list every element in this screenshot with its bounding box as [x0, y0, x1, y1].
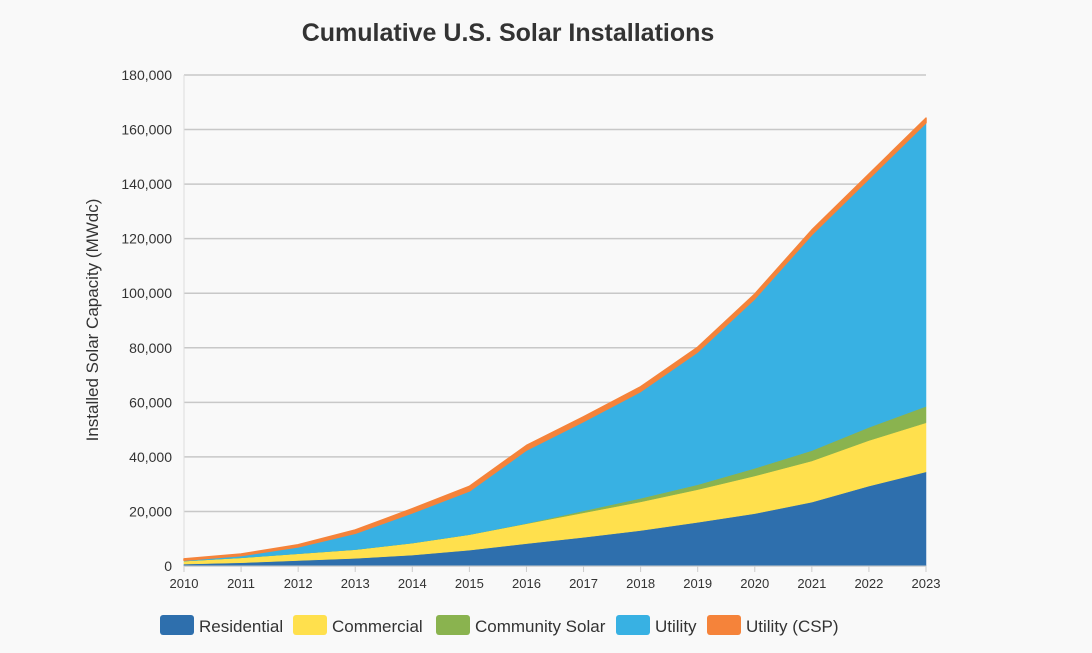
legend-item[interactable]: Utility (CSP) — [707, 615, 839, 636]
x-tick-label: 2013 — [341, 576, 370, 591]
y-tick-label: 80,000 — [129, 340, 172, 356]
legend-swatch — [707, 615, 741, 635]
y-tick-label: 120,000 — [121, 231, 172, 247]
legend-label: Commercial — [332, 617, 423, 636]
legend-label: Residential — [199, 617, 283, 636]
x-tick-label: 2018 — [626, 576, 655, 591]
y-tick-label: 0 — [164, 558, 172, 574]
legend-item[interactable]: Commercial — [293, 615, 423, 636]
x-tick-label: 2019 — [683, 576, 712, 591]
y-tick-label: 20,000 — [129, 503, 172, 519]
y-tick-label: 60,000 — [129, 394, 172, 410]
x-tick-label: 2020 — [740, 576, 769, 591]
chart-title: Cumulative U.S. Solar Installations — [302, 19, 715, 47]
y-axis-label: Installed Solar Capacity (MWdc) — [83, 199, 102, 442]
x-tick-label: 2014 — [398, 576, 427, 591]
legend-label: Utility (CSP) — [746, 617, 839, 636]
x-tick-label: 2011 — [227, 576, 255, 591]
x-tick-label: 2022 — [854, 576, 883, 591]
x-tick-label: 2017 — [569, 576, 598, 591]
x-tick-label: 2023 — [912, 576, 941, 591]
legend-swatch — [436, 615, 470, 635]
x-tick-label: 2015 — [455, 576, 484, 591]
y-tick-label: 160,000 — [121, 122, 172, 138]
legend-swatch — [160, 615, 194, 635]
x-tick-label: 2012 — [284, 576, 313, 591]
legend-swatch — [293, 615, 327, 635]
legend-item[interactable]: Residential — [160, 615, 283, 636]
x-tick-label: 2021 — [797, 576, 826, 591]
legend-label: Utility — [655, 617, 697, 636]
y-tick-label: 100,000 — [121, 285, 172, 301]
legend-label: Community Solar — [475, 617, 606, 636]
legend-item[interactable]: Community Solar — [436, 615, 606, 636]
x-tick-label: 2010 — [170, 576, 199, 591]
y-tick-label: 180,000 — [121, 67, 172, 83]
y-tick-label: 140,000 — [121, 176, 172, 192]
legend-swatch — [616, 615, 650, 635]
y-tick-label: 40,000 — [129, 449, 172, 465]
area-utility-csp — [183, 117, 927, 562]
legend-item[interactable]: Utility — [616, 615, 697, 636]
x-tick-label: 2016 — [512, 576, 541, 591]
